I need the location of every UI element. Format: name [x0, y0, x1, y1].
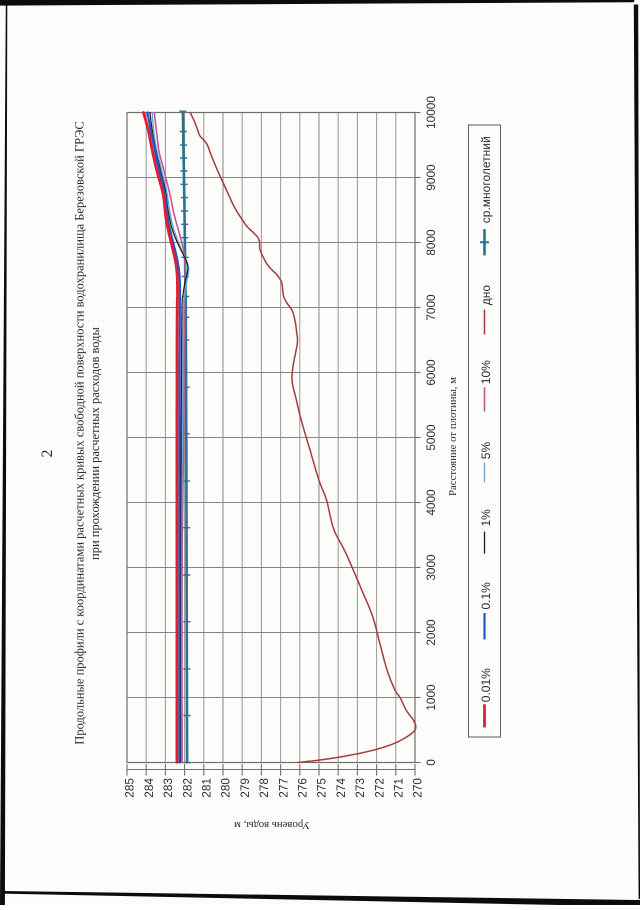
svg-text:271: 271: [392, 778, 406, 798]
svg-text:6000: 6000: [424, 359, 438, 386]
svg-text:2000: 2000: [424, 619, 438, 646]
svg-text:1000: 1000: [424, 684, 438, 711]
svg-text:5000: 5000: [424, 424, 438, 451]
svg-text:1%: 1%: [479, 509, 493, 527]
svg-text:Уровень воды, м: Уровень воды, м: [234, 819, 310, 831]
svg-text:284: 284: [142, 778, 156, 798]
svg-text:дно: дно: [479, 285, 493, 306]
svg-text:281: 281: [200, 778, 214, 798]
svg-text:273: 273: [353, 778, 367, 798]
svg-text:278: 278: [257, 778, 271, 798]
svg-text:275: 275: [315, 778, 329, 798]
svg-text:10000: 10000: [424, 96, 438, 129]
svg-text:270: 270: [411, 778, 425, 798]
svg-text:276: 276: [296, 778, 310, 798]
svg-text:Расстояние от плотины, м: Расстояние от плотины, м: [447, 377, 459, 496]
svg-text:ср.многолетний: ср.многолетний: [479, 136, 493, 223]
svg-text:0.1%: 0.1%: [479, 582, 493, 610]
svg-text:0: 0: [424, 759, 438, 766]
svg-text:3000: 3000: [424, 554, 438, 581]
svg-text:7000: 7000: [424, 294, 438, 321]
svg-text:при прохождении расчетных расх: при прохождении расчетных расходов воды: [88, 326, 102, 559]
svg-text:272: 272: [372, 778, 386, 798]
svg-text:282: 282: [180, 778, 194, 798]
svg-text:5%: 5%: [479, 442, 493, 460]
svg-text:10%: 10%: [479, 360, 493, 384]
svg-text:2: 2: [39, 450, 56, 458]
svg-text:283: 283: [161, 778, 175, 798]
svg-text:9000: 9000: [424, 164, 438, 191]
svg-text:0.01%: 0.01%: [479, 668, 493, 702]
svg-text:4000: 4000: [424, 489, 438, 516]
svg-text:280: 280: [219, 778, 233, 798]
svg-text:274: 274: [334, 778, 348, 798]
svg-text:285: 285: [123, 778, 137, 798]
svg-text:8000: 8000: [424, 229, 438, 256]
svg-text:277: 277: [276, 778, 290, 798]
svg-text:279: 279: [238, 778, 252, 798]
svg-text:Продольные профили с координат: Продольные профили с координатами расчет…: [73, 121, 87, 744]
